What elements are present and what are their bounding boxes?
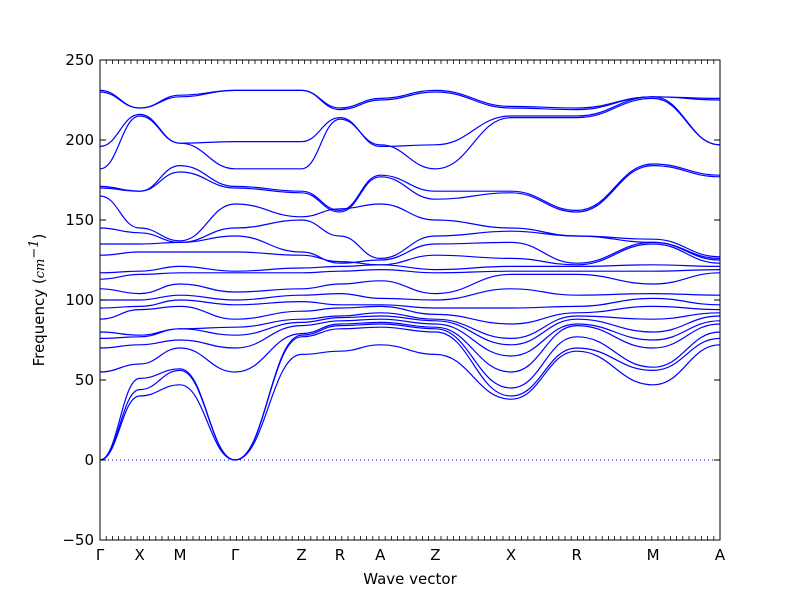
x-tick-label: Z xyxy=(430,546,440,564)
band-line-23 xyxy=(99,89,721,109)
y-tick-label: 100 xyxy=(65,291,94,309)
band-line-12 xyxy=(99,268,721,280)
y-tick-label: −50 xyxy=(62,531,94,549)
x-axis-label: Wave vector xyxy=(363,570,457,588)
band-line-3 xyxy=(99,323,721,461)
band-line-16 xyxy=(99,219,721,260)
band-line-18 xyxy=(99,164,721,213)
band-line-14 xyxy=(99,243,721,266)
band-line-2 xyxy=(99,326,721,461)
band-line-4 xyxy=(99,321,721,373)
y-tick-label: 150 xyxy=(65,211,94,229)
y-axis-label-text: Frequency ( xyxy=(30,278,48,366)
band-line-22 xyxy=(99,89,721,111)
x-tick-label: Γ xyxy=(96,546,105,564)
y-axis-label: Frequency (cm−1) xyxy=(27,234,48,367)
x-tick-label: R xyxy=(572,546,582,564)
x-tick-label: R xyxy=(335,546,345,564)
x-tick-label: A xyxy=(715,546,726,564)
x-tick-label: M xyxy=(174,546,187,564)
band-line-17 xyxy=(99,195,721,258)
x-tick-label: X xyxy=(506,546,516,564)
y-axis-label-close: ) xyxy=(30,234,48,240)
y-tick-label: 200 xyxy=(65,131,94,149)
band-line-21 xyxy=(99,96,721,148)
band-line-11 xyxy=(99,272,721,295)
plot-lines xyxy=(99,89,721,461)
x-tick-label: Z xyxy=(296,546,306,564)
band-line-10 xyxy=(99,288,721,301)
y-axis-label-unit: cm xyxy=(33,259,48,279)
x-tick-label: A xyxy=(375,546,386,564)
band-line-8 xyxy=(99,305,721,325)
band-line-13 xyxy=(99,264,721,274)
x-tick-label: M xyxy=(647,546,660,564)
y-tick-label: 0 xyxy=(84,451,94,469)
y-axis-label-exponent: −1 xyxy=(27,239,42,258)
band-line-9 xyxy=(99,297,721,309)
y-tick-label: 250 xyxy=(65,51,94,69)
y-axis: −50 0 50 100 150 200 250 xyxy=(62,51,720,549)
band-line-1 xyxy=(99,344,721,461)
band-line-20 xyxy=(99,97,721,170)
y-tick-label: 50 xyxy=(75,371,94,389)
band-line-7 xyxy=(99,312,721,340)
band-line-5 xyxy=(99,318,721,357)
x-tick-label: Γ xyxy=(231,546,240,564)
x-tick-label: X xyxy=(135,546,145,564)
band-line-19 xyxy=(99,163,721,212)
